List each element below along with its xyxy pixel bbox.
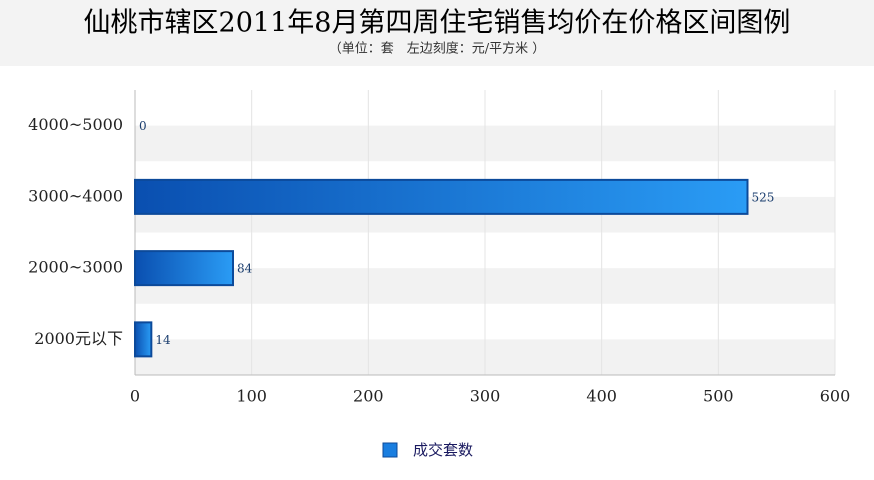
x-tick-label: 400 xyxy=(586,387,617,406)
title-background xyxy=(0,0,874,66)
x-tick-label: 600 xyxy=(820,387,851,406)
x-tick-label: 0 xyxy=(130,387,140,406)
legend-label: 成交套数 xyxy=(413,441,473,459)
x-tick-label: 300 xyxy=(470,387,501,406)
legend-swatch xyxy=(382,442,398,458)
chart-title: 仙桃市辖区2011年8月第四周住宅销售均价在价格区间图例 xyxy=(84,8,791,39)
value-label: 84 xyxy=(237,262,253,276)
y-tick-label: 4000~5000 xyxy=(28,115,123,134)
value-label: 525 xyxy=(752,190,775,204)
chart-subtitle: （单位：套 左边刻度：元/平方米 ） xyxy=(329,41,546,57)
y-tick-label: 2000元以下 xyxy=(34,329,123,348)
y-tick-label: 3000~4000 xyxy=(28,186,123,205)
x-tick-label: 200 xyxy=(353,387,384,406)
bar xyxy=(134,321,153,358)
value-label: 0 xyxy=(139,119,147,133)
y-tick-label: 2000~3000 xyxy=(28,258,123,277)
value-label: 14 xyxy=(155,333,171,347)
x-tick-label: 500 xyxy=(703,387,734,406)
bar xyxy=(134,178,749,215)
x-tick-label: 100 xyxy=(236,387,267,406)
bar xyxy=(134,250,234,287)
